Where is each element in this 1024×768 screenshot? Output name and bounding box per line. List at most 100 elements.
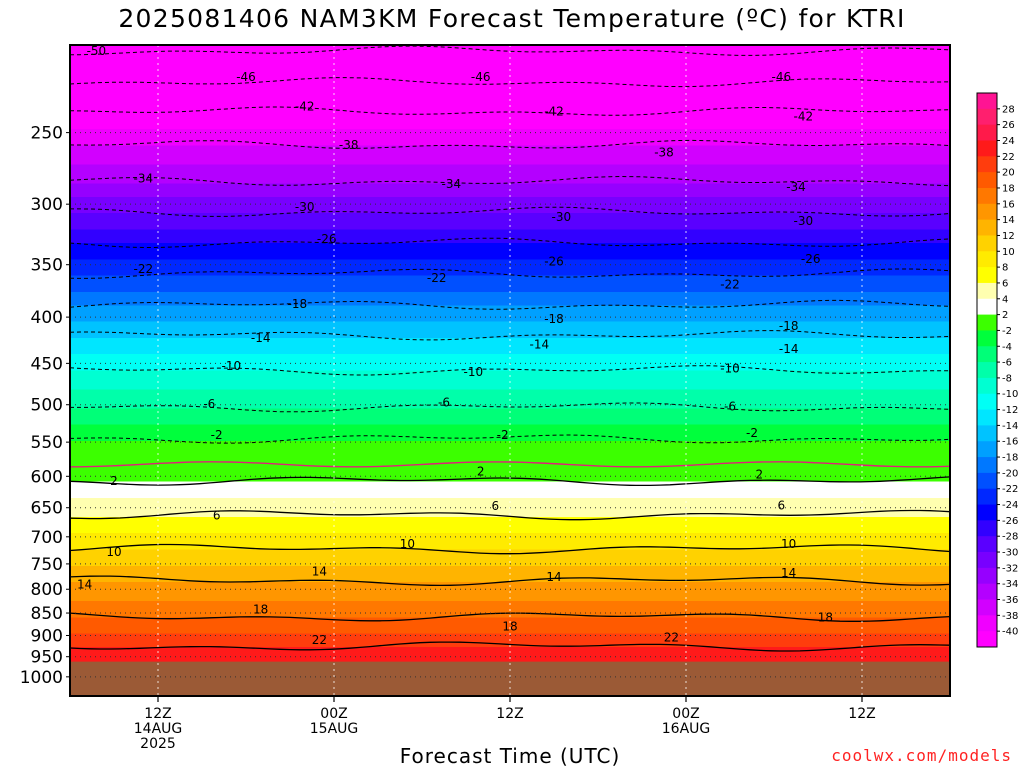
colorbar-swatch [977,536,997,553]
isotherm-line [70,509,950,521]
y-tick-label: 750 [31,555,63,575]
colorbar-swatch [977,362,997,379]
freezing-level-path [70,461,950,468]
colorbar-swatch [977,187,997,205]
isotherm-label: 6 [492,499,500,513]
colorbar-label: 28 [1002,104,1015,115]
colorbar-label: -6 [1002,358,1012,369]
x-tick-label: 2025 [140,736,176,752]
colorbar-swatch [977,330,997,347]
colorbar-label: 4 [1002,294,1008,305]
colorbar-swatch [977,425,997,442]
y-tick-label: 1000 [20,668,63,688]
isotherm-label: -46 [471,70,491,84]
isotherm-labels: -50 -46 -46 -46 -42 -42 -42 -38 -38 -34 -34 -34 -30 -… [77,45,833,647]
isotherm-label: -34 [442,177,462,191]
credit-link[interactable]: coolwx.com/models [831,746,1012,765]
isotherm-label: -26 [801,252,821,266]
colorbar-label: -22 [1002,484,1018,495]
colorbar-swatch [977,93,997,110]
isotherm-label: 10 [106,545,121,559]
x-tick-label: 12Z [848,706,875,722]
x-tick-label: 12Z [496,706,523,722]
isotherm-label: -18 [288,297,308,311]
colorbar-swatch [977,488,997,505]
isotherm-label: -34 [134,171,154,185]
isotherm-label: -6 [724,399,736,413]
isotherm-label: 22 [664,631,679,645]
colorbar-label: 10 [1002,247,1015,258]
colorbar-label: 26 [1002,120,1015,131]
isotherm-label: 10 [400,537,415,551]
isotherm-line [70,575,950,587]
colorbar-label: -14 [1002,421,1018,432]
colorbar-label: -20 [1002,468,1018,479]
isotherm-label: 2 [756,467,764,481]
isotherm-label: -42 [794,110,814,124]
colorbar-label: -36 [1002,595,1018,606]
colorbar-frame [976,92,998,648]
colorbar-swatch [977,520,997,537]
y-tick-label: 650 [31,499,63,519]
colorbar-swatch [977,567,997,585]
isotherm-label: 6 [213,508,221,522]
y-tick-label: 600 [31,467,63,487]
y-tick-label: 300 [31,195,63,215]
colorbar-swatch [977,457,997,474]
isotherm-label: -22 [134,262,154,276]
x-tick-label: 12Z [144,706,171,722]
y-tick-label: 950 [31,648,63,668]
x-tick-label: 00Z [320,706,347,722]
isotherm-label: -18 [779,319,799,333]
isotherm-label: -30 [552,210,572,224]
isotherm-label: 22 [312,633,327,647]
isotherm-label: -2 [211,428,223,442]
colorbar-label: -28 [1002,532,1018,543]
isotherm-label: 14 [312,565,327,579]
colorbar-swatch [977,583,997,600]
isotherm-label: -10 [464,365,484,379]
isotherm-label: 10 [781,537,796,551]
isotherm-label: -10 [720,362,740,376]
isotherm-label: -22 [720,277,740,291]
colorbar-swatch [977,298,997,315]
colorbar-label: -32 [1002,563,1018,574]
colorbar-label: 2 [1002,310,1008,321]
isotherm-label: 2 [477,465,485,479]
isotherm-label: -30 [295,200,315,214]
colorbar-label: -4 [1002,342,1012,353]
isotherm-label: -38 [654,146,674,160]
colorbar-label: -12 [1002,405,1018,416]
colorbar-label: -38 [1002,611,1018,622]
colorbar-label: -16 [1002,437,1018,448]
isotherm-label: 2 [110,474,118,488]
isotherm-label: -42 [295,100,315,114]
grid-lines [70,45,950,696]
colorbar-label: -26 [1002,516,1018,527]
colorbar-swatch [977,504,997,521]
colorbar-swatch [977,108,997,126]
isotherm-label: -2 [746,426,758,440]
colorbar-swatch [977,346,997,363]
isotherm-label: -38 [339,138,359,152]
colorbar-label: 12 [1002,231,1015,242]
y-tick-label: 850 [31,604,63,624]
isotherm-label: -6 [438,395,450,409]
colorbar-swatch [977,156,997,173]
isotherm-label: -14 [530,338,550,352]
y-tick-label: 250 [31,124,63,144]
colorbar-label: -2 [1002,326,1012,337]
colorbar-swatch [977,599,997,616]
colorbar-label: 24 [1002,136,1015,147]
isotherm-line [70,543,950,555]
isotherm-label: -22 [427,271,447,285]
isotherm-label: -46 [236,70,256,84]
colorbar-label: 14 [1002,215,1015,226]
isotherm-label: -46 [772,70,792,84]
colorbar-swatch [977,409,997,426]
colorbar-swatch [977,282,997,300]
y-axis-ticks: 2503003504004505005506006507007508008509… [20,124,70,688]
colorbar-swatch [977,552,997,569]
